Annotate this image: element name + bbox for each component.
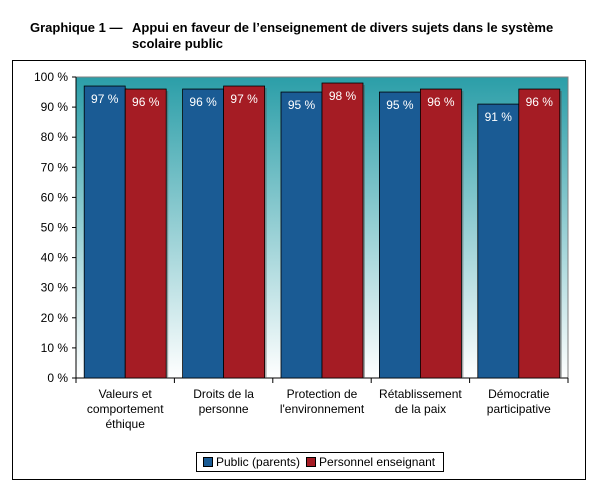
legend-swatch-public xyxy=(203,457,213,467)
bar-teachers xyxy=(223,85,266,379)
chart-title-prefix: Graphique 1 — xyxy=(30,20,123,35)
y-tick-label: 80 % xyxy=(41,130,69,144)
bar-teachers xyxy=(419,88,462,379)
legend-item-teachers: Personnel enseignant xyxy=(306,455,435,469)
bar-public xyxy=(280,91,323,379)
chart-title-text: Appui en faveur de l’enseignement de div… xyxy=(132,20,554,51)
x-category-label: Protection de l'environnement xyxy=(280,387,365,416)
bar-value-label: 96 % xyxy=(132,95,160,109)
y-tick-label: 40 % xyxy=(41,251,69,265)
bar-teachers xyxy=(321,82,364,379)
legend-swatch-teachers xyxy=(306,457,317,467)
y-tick-label: 60 % xyxy=(41,190,69,204)
bar-public xyxy=(378,91,421,379)
bar-value-label: 95 % xyxy=(386,98,414,112)
legend-item-public: Public (parents) xyxy=(203,455,300,469)
x-category-label: Droits de la personne xyxy=(193,387,254,416)
legend: Public (parents) Personnel enseignant xyxy=(196,452,444,472)
bar-public xyxy=(477,103,520,379)
bar-value-label: 98 % xyxy=(329,89,357,103)
bar-value-label: 96 % xyxy=(526,95,554,109)
y-tick-label: 20 % xyxy=(41,311,69,325)
x-category-label: Valeurs et comportement éthique xyxy=(87,387,164,431)
y-tick-label: 50 % xyxy=(41,221,69,235)
y-tick-label: 0 % xyxy=(47,371,68,385)
y-tick-label: 70 % xyxy=(41,160,69,174)
legend-label-public: Public (parents) xyxy=(216,455,301,469)
bar-value-label: 96 % xyxy=(189,95,217,109)
bar-public xyxy=(182,88,225,379)
bar-public xyxy=(83,85,126,379)
y-tick-label: 30 % xyxy=(41,281,69,295)
y-tick-label: 90 % xyxy=(41,100,69,114)
bar-teachers xyxy=(518,88,561,379)
x-category-label: Rétablissement de la paix xyxy=(379,387,462,416)
y-tick-label: 100 % xyxy=(34,70,68,84)
bar-value-label: 96 % xyxy=(427,95,455,109)
bar-value-label: 95 % xyxy=(288,98,316,112)
x-category-label: Démocratie participative xyxy=(487,387,551,416)
bar-value-label: 97 % xyxy=(230,92,258,106)
legend-label-teachers: Personnel enseignant xyxy=(319,455,436,469)
bar-value-label: 97 % xyxy=(91,92,119,106)
bar-value-label: 91 % xyxy=(485,110,513,124)
y-tick-label: 10 % xyxy=(41,341,69,355)
bar-teachers xyxy=(124,88,167,379)
